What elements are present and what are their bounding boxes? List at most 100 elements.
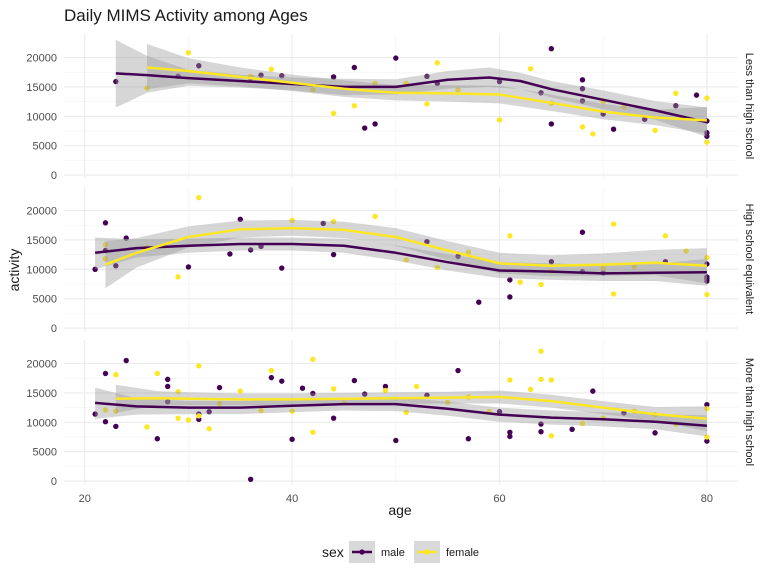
confidence-band-female: [147, 44, 707, 134]
point-male: [216, 384, 223, 391]
point-female: [444, 399, 451, 406]
point-female: [310, 429, 316, 435]
point-female: [196, 413, 202, 419]
y-tick-label: 10000: [26, 264, 57, 276]
point-male: [247, 247, 254, 253]
point-female: [704, 139, 710, 145]
y-tick-label: 5000: [33, 447, 57, 459]
point-male: [279, 73, 285, 79]
point-female: [330, 110, 337, 117]
confidence-band-male: [95, 237, 707, 286]
facet-panel-3: 0 5000 10000 15000 20000 More than high schoo…: [26, 340, 755, 488]
point-male: [196, 63, 202, 69]
point-male: [268, 374, 275, 381]
point-male: [258, 72, 264, 78]
point-male: [579, 77, 586, 83]
point-male: [704, 133, 710, 139]
point-female: [185, 50, 192, 56]
point-female: [102, 241, 109, 248]
point-male: [590, 388, 596, 394]
point-male: [330, 251, 337, 258]
legend-label-female: female: [446, 547, 479, 559]
point-female: [507, 377, 513, 383]
point-male: [465, 436, 472, 442]
point-male: [673, 103, 679, 109]
point-male: [247, 476, 254, 482]
point-female: [154, 370, 161, 377]
point-male: [579, 98, 586, 104]
point-male: [393, 437, 399, 444]
point-male: [92, 266, 98, 272]
point-male: [227, 251, 233, 257]
point-male: [610, 126, 617, 132]
point-female: [662, 233, 669, 239]
point-male: [113, 78, 119, 85]
point-female: [538, 281, 544, 288]
point-female: [237, 388, 243, 394]
point-male: [102, 418, 109, 425]
point-female: [403, 409, 409, 415]
point-female: [185, 417, 192, 423]
point-male: [538, 428, 544, 435]
point-male: [455, 367, 461, 374]
y-tick-label: 10000: [26, 111, 57, 123]
confidence-band-male: [95, 387, 707, 437]
point-female: [372, 80, 378, 87]
point-female: [704, 406, 710, 412]
point-male: [704, 438, 710, 444]
point-male: [476, 299, 482, 305]
point-female: [351, 103, 358, 109]
point-female: [258, 407, 264, 414]
x-axis-title: age: [388, 502, 412, 518]
point-male: [362, 125, 368, 131]
facet-strip-label: Less than high school: [743, 53, 755, 159]
point-female: [330, 386, 337, 392]
point-female: [403, 257, 409, 263]
y-tick-label: 15000: [26, 235, 57, 247]
point-female: [673, 90, 679, 97]
smooth-line-male: [115, 72, 708, 124]
x-tick-label: 80: [701, 493, 713, 505]
point-male: [704, 401, 710, 408]
point-female: [102, 256, 109, 262]
point-female: [113, 371, 119, 378]
point-male: [548, 258, 555, 265]
point-female: [465, 249, 472, 255]
point-male: [113, 423, 119, 430]
point-female: [175, 274, 181, 280]
facet-panel-2: 0 5000 10000 15000 20000 High school equivale…: [26, 187, 755, 335]
point-female: [579, 420, 586, 427]
point-male: [92, 411, 98, 417]
point-female: [496, 117, 503, 123]
point-female: [600, 265, 606, 271]
point-female: [268, 367, 275, 374]
point-male: [382, 383, 389, 390]
point-male: [164, 383, 171, 390]
point-male: [507, 277, 513, 283]
y-tick-label: 5000: [33, 141, 57, 153]
smooth-line-female: [146, 66, 707, 122]
facet-panels: 0 5000 10000 15000 20000 Less than high schoo…: [26, 34, 755, 505]
point-female: [683, 248, 689, 254]
y-tick-label: 0: [51, 170, 57, 182]
point-female: [631, 263, 638, 270]
point-female: [310, 87, 316, 93]
point-male: [351, 377, 358, 384]
point-female: [455, 87, 461, 93]
point-female: [424, 101, 430, 107]
point-female: [579, 124, 586, 130]
point-male: [548, 45, 555, 52]
y-axis-title: activity: [6, 249, 22, 292]
point-male: [351, 64, 358, 71]
point-male: [704, 278, 710, 284]
point-male: [569, 426, 575, 433]
smooth-line-male: [94, 401, 707, 428]
point-female: [507, 233, 513, 239]
point-male: [579, 85, 586, 92]
point-female: [206, 426, 212, 432]
point-female: [310, 356, 316, 363]
facet-strip-label: High school equivalent: [743, 204, 755, 315]
point-male: [548, 121, 555, 127]
legend-label-male: male: [381, 547, 405, 559]
